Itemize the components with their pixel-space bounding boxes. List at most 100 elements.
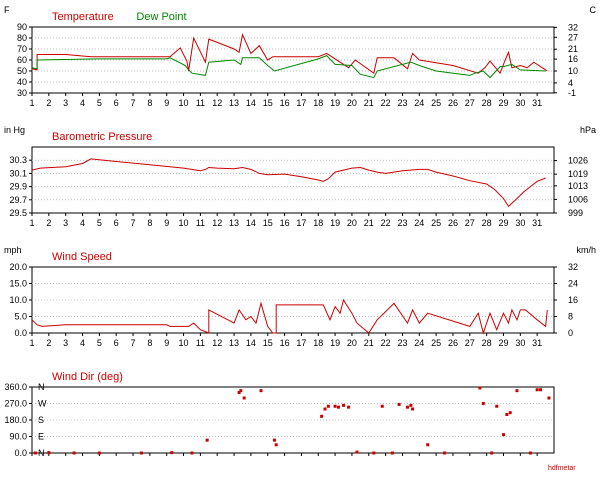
- xtick-label-wind: 3: [63, 338, 68, 348]
- xtick-label-pressure: 14: [246, 218, 256, 228]
- xtick-label-wind: 7: [131, 338, 136, 348]
- xtick-label-temp: 1: [29, 98, 34, 108]
- xtick-label-temp: 29: [498, 98, 508, 108]
- winddir-point: [205, 438, 209, 442]
- rtick-label-pressure: 1006: [568, 194, 588, 204]
- winddir-point: [355, 450, 359, 454]
- ytick-label-pressure: 30.1: [9, 168, 27, 178]
- winddir-point: [274, 443, 278, 447]
- xtick-label-pressure: 31: [532, 218, 542, 228]
- xtick-label-temp: 19: [330, 98, 340, 108]
- winddir-point: [323, 407, 327, 411]
- winddir-point: [242, 396, 246, 400]
- rtick-label-wind: 16: [568, 295, 578, 305]
- winddir-point: [547, 396, 551, 400]
- winddir-point: [426, 443, 430, 447]
- xtick-label-wind: 25: [431, 338, 441, 348]
- winddir-point: [237, 391, 241, 394]
- rtick-label-wind: 32: [568, 262, 578, 272]
- winddir-point: [411, 407, 415, 411]
- xtick-label-wind: 23: [397, 338, 407, 348]
- xtick-label-wind: 13: [229, 338, 239, 348]
- xtick-label-temp: 6: [114, 98, 119, 108]
- xtick-label-wind: 16: [280, 338, 290, 348]
- rtick-label-pressure: 999: [568, 208, 583, 218]
- winddir-point: [333, 404, 337, 408]
- xtick-label-pressure: 29: [498, 218, 508, 228]
- winddir-point: [495, 404, 499, 408]
- xtick-label-temp: 5: [97, 98, 102, 108]
- xtick-label-wind: 20: [347, 338, 357, 348]
- winddir-point: [535, 388, 539, 392]
- compass-label: N: [38, 382, 45, 392]
- xtick-label-temp: 8: [147, 98, 152, 108]
- xtick-label-pressure: 18: [313, 218, 323, 228]
- xtick-label-wind: 18: [313, 338, 323, 348]
- xtick-label-temp: 11: [196, 98, 205, 108]
- winddir-point: [380, 404, 384, 408]
- unit-left-temp: F: [4, 5, 10, 15]
- ytick-label-temp: 70: [17, 44, 27, 54]
- winddir-point: [320, 414, 324, 418]
- unit-left-pressure: in Hg: [4, 125, 25, 135]
- ytick-label-temp: 30: [17, 88, 27, 98]
- winddir-point: [336, 405, 340, 409]
- xtick-label-wind: 6: [114, 338, 119, 348]
- xtick-label-pressure: 23: [397, 218, 407, 228]
- chart-title-pressure-0: Barometric Pressure: [52, 131, 152, 143]
- rtick-label-pressure: 1019: [568, 169, 588, 179]
- unit-right-pressure: hPa: [580, 125, 596, 135]
- rtick-label-wind: 24: [568, 279, 578, 289]
- xtick-label-temp: 24: [414, 98, 424, 108]
- ytick-label-temp: 80: [17, 33, 27, 43]
- ytick-label-temp: 50: [17, 66, 27, 76]
- ytick-label-winddir: 180.0: [4, 415, 27, 425]
- xtick-label-pressure: 15: [263, 218, 273, 228]
- winddir-point: [397, 402, 401, 406]
- xtick-label-temp: 14: [246, 98, 256, 108]
- winddir-point: [33, 451, 37, 455]
- rtick-label-temp: -1: [568, 88, 576, 98]
- xtick-label-wind: 28: [482, 338, 492, 348]
- rtick-label-wind: 8: [568, 312, 573, 322]
- xtick-label-pressure: 27: [465, 218, 475, 228]
- winddir-point: [239, 389, 243, 393]
- xtick-label-wind: 14: [246, 338, 256, 348]
- xtick-label-pressure: 7: [131, 218, 136, 228]
- xtick-label-pressure: 4: [80, 218, 85, 228]
- winddir-point: [505, 413, 509, 416]
- xtick-label-wind: 10: [179, 338, 189, 348]
- xtick-label-pressure: 8: [147, 218, 152, 228]
- ytick-label-winddir: 0.0: [14, 448, 27, 458]
- xtick-label-wind: 11: [196, 338, 205, 348]
- xtick-label-pressure: 30: [515, 218, 525, 228]
- xtick-label-pressure: 2: [46, 218, 51, 228]
- xtick-label-wind: 21: [364, 338, 374, 348]
- xtick-label-wind: 15: [263, 338, 273, 348]
- xtick-label-wind: 19: [330, 338, 340, 348]
- xtick-label-pressure: 22: [381, 218, 391, 228]
- xtick-label-temp: 28: [482, 98, 492, 108]
- series-line-pressure-0: [31, 158, 546, 208]
- series-line-wind-0: [31, 298, 548, 335]
- winddir-point: [478, 386, 482, 390]
- rtick-label-pressure: 1026: [568, 156, 588, 166]
- xtick-label-temp: 22: [381, 98, 391, 108]
- xtick-label-wind: 1: [29, 338, 34, 348]
- xtick-label-pressure: 6: [114, 218, 119, 228]
- rtick-label-temp: 27: [568, 32, 578, 42]
- winddir-point: [406, 405, 410, 409]
- winddir-point: [481, 402, 485, 405]
- xtick-label-temp: 31: [532, 98, 542, 108]
- ytick-label-wind: 0.0: [14, 328, 27, 338]
- chart-title-temp-0: Temperature: [52, 11, 114, 23]
- winddir-point: [508, 411, 512, 415]
- compass-label: N: [38, 448, 45, 458]
- xtick-label-wind: 2: [46, 338, 51, 348]
- rtick-label-pressure: 1013: [568, 181, 588, 191]
- xtick-label-pressure: 16: [280, 218, 290, 228]
- xtick-label-pressure: 26: [448, 218, 458, 228]
- rtick-label-wind: 0: [568, 328, 573, 338]
- rtick-label-temp: 4: [568, 78, 573, 88]
- ytick-label-wind: 20.0: [9, 262, 27, 272]
